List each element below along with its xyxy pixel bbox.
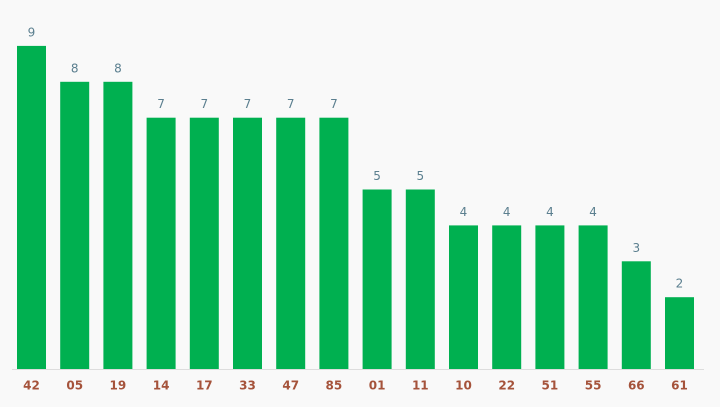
value-label: 8 [71,61,79,75]
value-label: 7 [330,97,338,111]
x-tick-label: 55 [585,379,602,393]
bar [103,81,133,370]
x-tick-label: 61 [671,379,688,393]
x-tick-label: 19 [110,379,127,393]
x-tick-label: 14 [153,379,170,393]
x-tick-label: 10 [455,379,472,393]
value-label: 4 [546,205,554,219]
value-label: 7 [200,97,208,111]
x-tick-label: 51 [542,379,559,393]
bar [492,225,522,369]
value-label: 7 [244,97,252,111]
bar [60,81,90,370]
bar [621,261,651,369]
x-tick-label: 17 [196,379,213,393]
value-label: 9 [28,25,36,39]
bar [449,225,478,369]
value-label: 4 [589,205,597,219]
bar [319,117,349,369]
bar [578,225,608,369]
bar [665,297,694,369]
value-label: 7 [157,97,165,111]
x-tick-label: 05 [66,379,83,393]
value-label: 8 [114,61,122,75]
x-tick-label: 33 [239,379,256,393]
value-label: 3 [632,241,640,255]
bar [189,117,219,369]
value-label: 4 [460,205,468,219]
bar [362,189,392,369]
x-tick-label: 01 [369,379,386,393]
bar [233,117,262,369]
bar [17,45,46,370]
value-label: 5 [416,169,424,183]
bar [535,225,565,369]
x-tick-label: 85 [326,379,343,393]
value-label: 4 [503,205,511,219]
value-label: 5 [373,169,381,183]
bar [405,189,435,369]
x-tick-label: 11 [412,379,429,393]
x-tick-label: 66 [628,379,645,393]
bar [276,117,306,369]
value-label: 2 [676,277,684,291]
value-label: 7 [287,97,295,111]
x-tick-label: 47 [282,379,299,393]
x-tick-label: 42 [23,379,40,393]
x-tick-label: 22 [498,379,515,393]
bar [146,117,176,369]
